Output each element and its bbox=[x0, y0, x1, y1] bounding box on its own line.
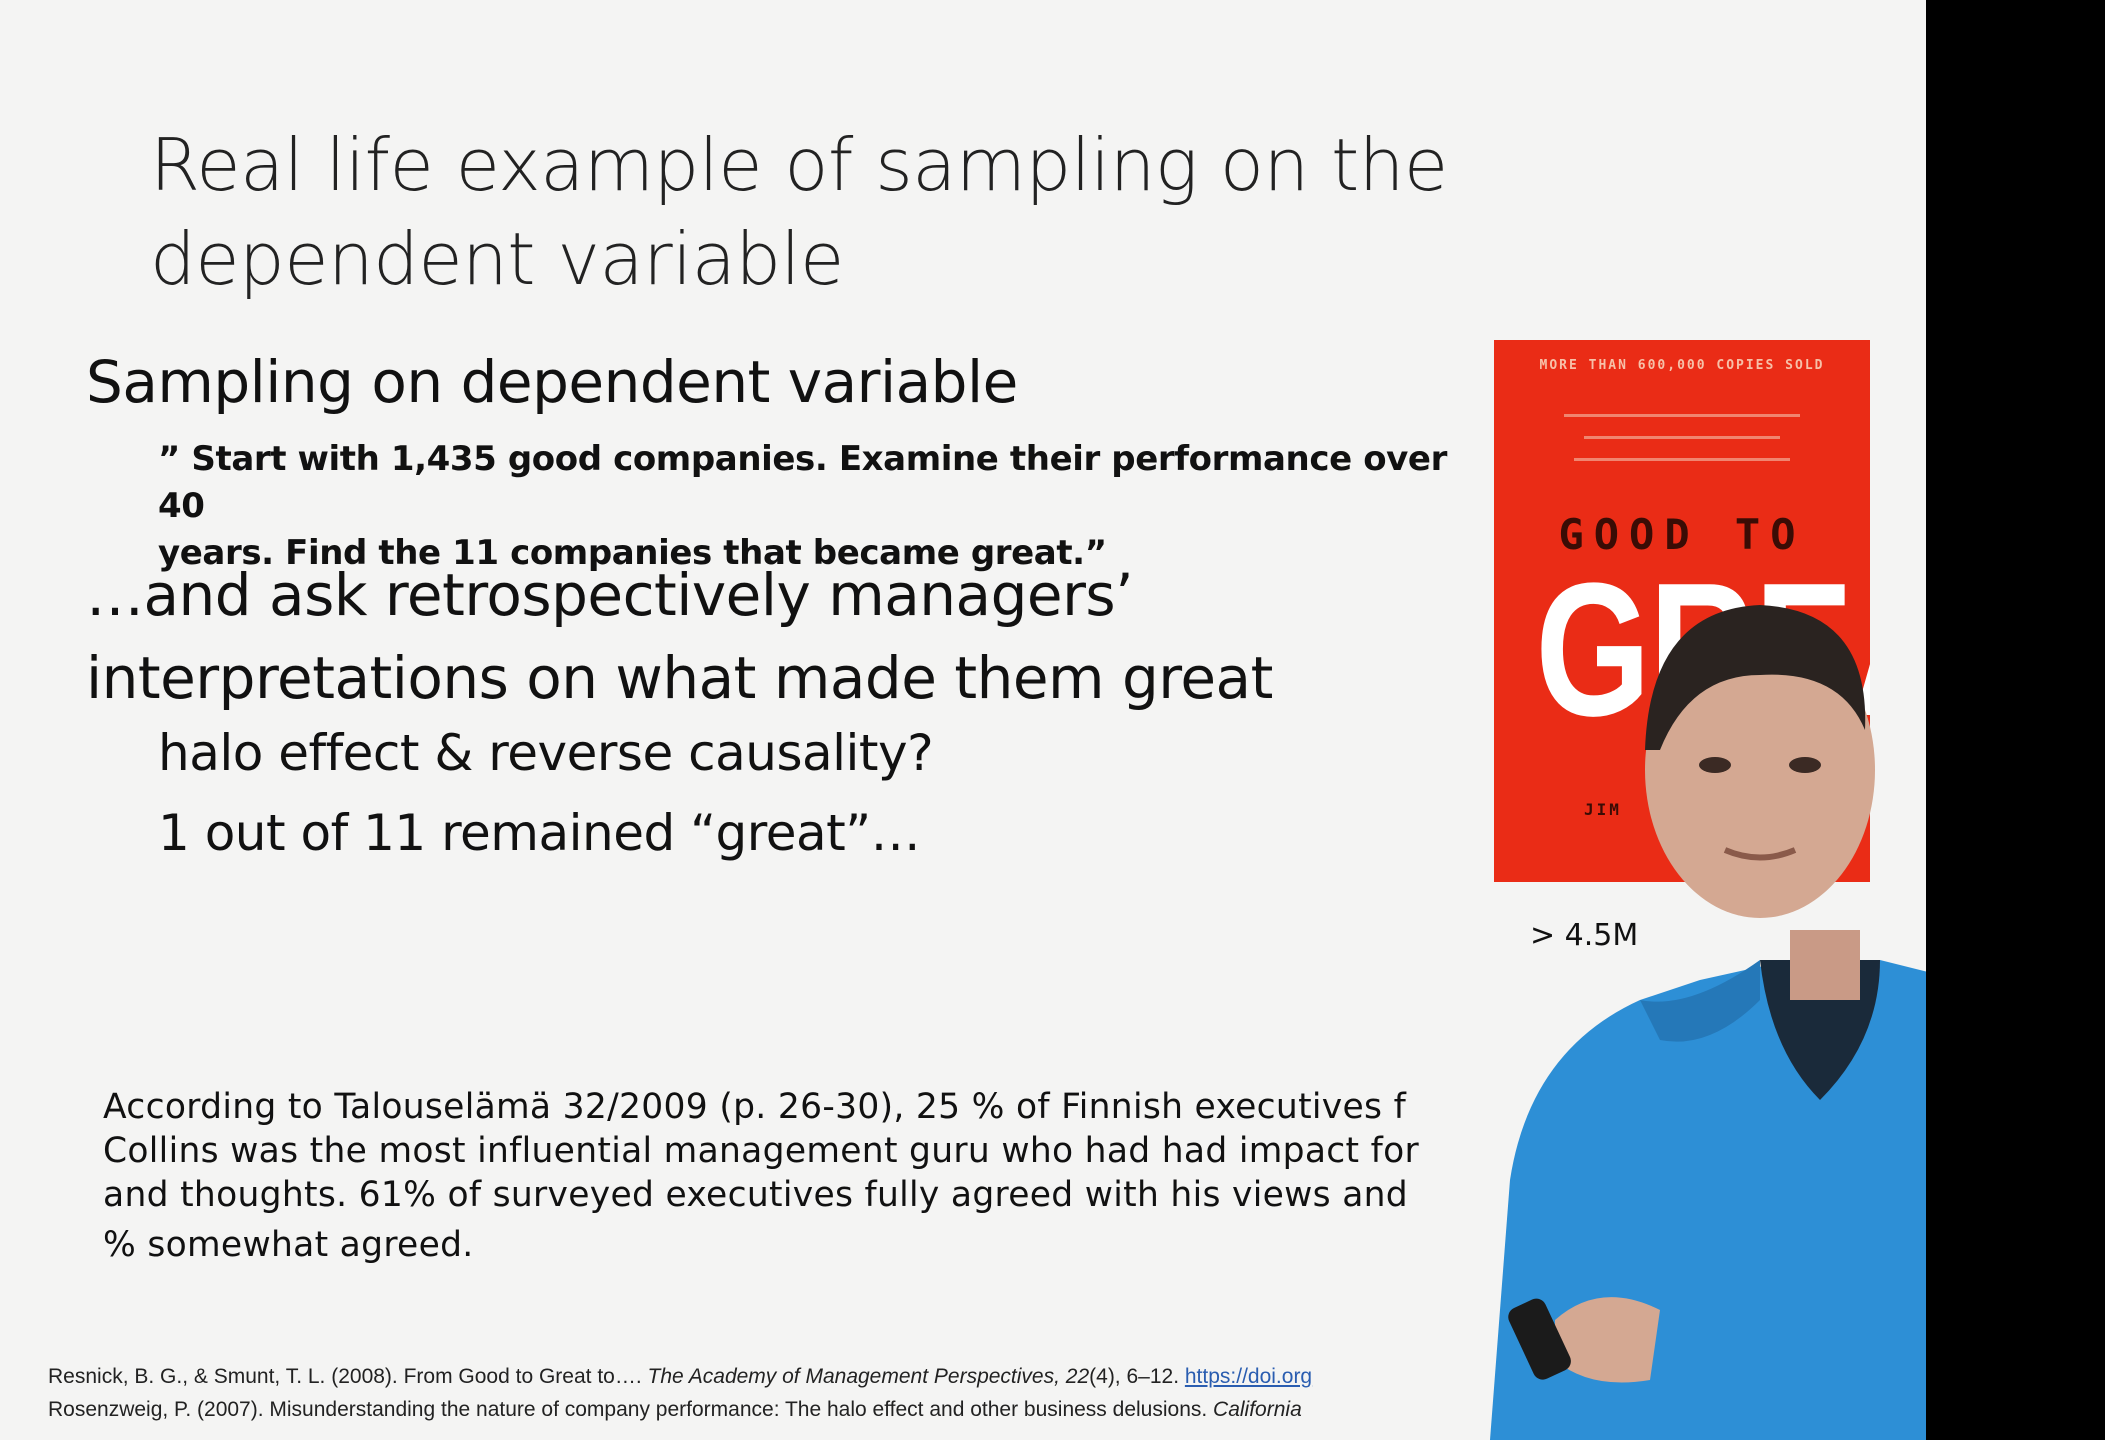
sub-bullet-remained: 1 out of 11 remained “great”… bbox=[158, 804, 921, 862]
bullet-sampling: Sampling on dependent variable bbox=[86, 348, 1018, 416]
quote-text: ” Start with 1,435 good companies. Exami… bbox=[158, 436, 1448, 577]
ref1-volume: , 22 bbox=[1054, 1365, 1090, 1388]
book-author: JIM bbox=[1584, 800, 1622, 819]
bullet-retrospective: …and ask retrospectively managers’ inter… bbox=[86, 554, 1466, 720]
sales-note: > 4.5M bbox=[1530, 918, 1639, 953]
talous-line-4: % somewhat agreed. bbox=[103, 1225, 474, 1265]
quote-line-1: ” Start with 1,435 good companies. Exami… bbox=[158, 439, 1447, 526]
book-subtitle: GOOD TO bbox=[1558, 510, 1806, 559]
book-blurb-line bbox=[1574, 458, 1790, 461]
talous-line-2: Collins was the most influential managem… bbox=[103, 1131, 1419, 1171]
quote-line-2: years. Find the 11 companies that became… bbox=[158, 533, 1107, 573]
presenter-mouth bbox=[1723, 847, 1797, 861]
presenter-neck bbox=[1790, 930, 1860, 1000]
book-blurb-line bbox=[1564, 414, 1800, 417]
doi-link[interactable]: https://doi.org bbox=[1184, 1365, 1313, 1388]
bullet2-line-2: interpretations on what made them great bbox=[86, 644, 1273, 712]
clicker-remote bbox=[1508, 1298, 1571, 1380]
presenter-eye bbox=[1789, 757, 1821, 773]
title-line-1: Real life example of sampling on the bbox=[150, 123, 1448, 207]
presenter-eye bbox=[1699, 757, 1731, 773]
reference-1: Resnick, B. G., & Smunt, T. L. (2008). F… bbox=[48, 1360, 1848, 1393]
book-tagline: MORE THAN 600,000 COPIES SOLD bbox=[1539, 358, 1825, 373]
sub-bullet-halo: halo effect & reverse causality? bbox=[158, 724, 934, 782]
ref1-text: Resnick, B. G., & Smunt, T. L. (2008). F… bbox=[48, 1365, 648, 1388]
references: Resnick, B. G., & Smunt, T. L. (2008). F… bbox=[48, 1360, 1848, 1426]
ref1-journal: The Academy of Management Perspectives bbox=[647, 1365, 1055, 1388]
book-blurb-line bbox=[1584, 436, 1780, 439]
ref2-journal: California bbox=[1213, 1398, 1302, 1421]
talous-line-3: and thoughts. 61% of surveyed executives… bbox=[103, 1175, 1409, 1215]
presenter-face bbox=[1645, 622, 1875, 918]
ref2-text: Rosenzweig, P. (2007). Misunderstanding … bbox=[48, 1398, 1214, 1421]
talous-paragraph: According to Talouselämä 32/2009 (p. 26-… bbox=[103, 1085, 1603, 1267]
presenter-hood-shadow bbox=[1640, 960, 1760, 1042]
presenter-hand bbox=[1555, 1297, 1660, 1383]
slide-title: Real life example of sampling on the dep… bbox=[150, 118, 1500, 306]
talous-line-1: According to Talouselämä 32/2009 (p. 26-… bbox=[103, 1087, 1407, 1127]
ref1-pages: (4), 6–12. bbox=[1089, 1365, 1185, 1388]
black-margin bbox=[1926, 0, 2105, 1440]
presenter-video-overlay bbox=[1490, 605, 1926, 1440]
presenter-hair bbox=[1645, 605, 1866, 750]
title-line-2: dependent variable bbox=[150, 217, 844, 301]
reference-2: Rosenzweig, P. (2007). Misunderstanding … bbox=[48, 1393, 1848, 1426]
bullet2-line-1: …and ask retrospectively managers’ bbox=[86, 561, 1134, 629]
slide: Real life example of sampling on the dep… bbox=[0, 0, 1926, 1440]
